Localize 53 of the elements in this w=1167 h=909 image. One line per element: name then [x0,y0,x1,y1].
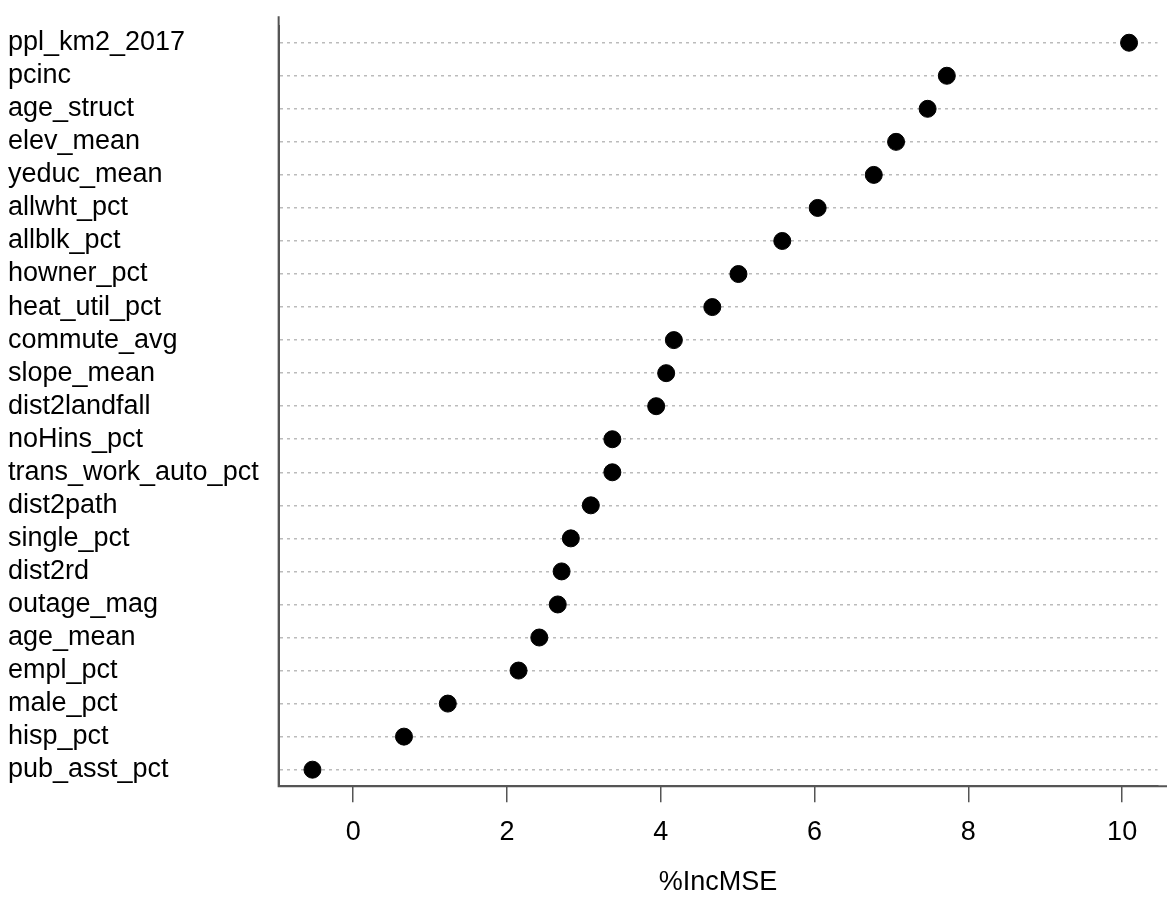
y-tick-label: male_pct [8,687,119,718]
y-tick-label: empl_pct [8,654,119,684]
point [729,265,748,284]
point [603,463,622,482]
x-tick-label: 6 [807,815,823,846]
y-tick-label: commute_avg [8,323,178,354]
point [864,165,883,184]
point [937,66,956,85]
point [664,331,683,350]
y-tick-label: hisp_pct [8,720,110,751]
y-tick-label: pub_asst_pct [8,753,170,784]
x-tick-label: 8 [960,815,976,846]
y-tick-label: pcinc [8,59,72,90]
x-tick-label: 2 [499,815,515,846]
y-tick-label: outage_mag [8,587,159,618]
point [561,529,580,548]
point [657,364,676,383]
point [509,661,528,680]
point [1120,33,1139,52]
point [773,231,792,250]
point [581,496,600,515]
point [808,198,827,217]
y-tick-label: howner_pct [8,257,149,288]
y-tick-label: slope_mean [8,356,156,387]
x-tick-label: 0 [345,815,361,846]
point [647,397,666,416]
point [394,727,413,746]
y-tick-label: dist2rd [8,554,90,585]
point [887,132,906,151]
y-tick-label: allblk_pct [8,224,122,255]
point [703,298,722,317]
point [438,694,457,713]
y-tick-label: elev_mean [8,125,141,156]
x-tick-label: 4 [653,815,669,846]
y-tick-label: trans_work_auto_pct [8,455,260,486]
y-tick-label: noHins_pct [8,422,144,453]
x-axis-title: %IncMSE [658,866,778,897]
y-tick-label: age_mean [8,620,136,651]
y-tick-label: allwht_pct [8,191,129,222]
y-tick-label: yeduc_mean [8,158,163,189]
y-tick-label: dist2path [8,488,118,519]
point [530,628,549,647]
y-tick-label: heat_util_pct [8,290,162,321]
point [918,99,937,118]
point [552,562,571,581]
y-tick-label: dist2landfall [8,389,151,420]
y-tick-label: single_pct [8,521,131,552]
y-tick-label: ppl_km2_2017 [8,26,186,57]
point [548,595,567,614]
x-tick-label: 10 [1107,815,1138,846]
point [303,760,322,779]
y-tick-label: age_struct [8,92,135,123]
point [603,430,622,449]
